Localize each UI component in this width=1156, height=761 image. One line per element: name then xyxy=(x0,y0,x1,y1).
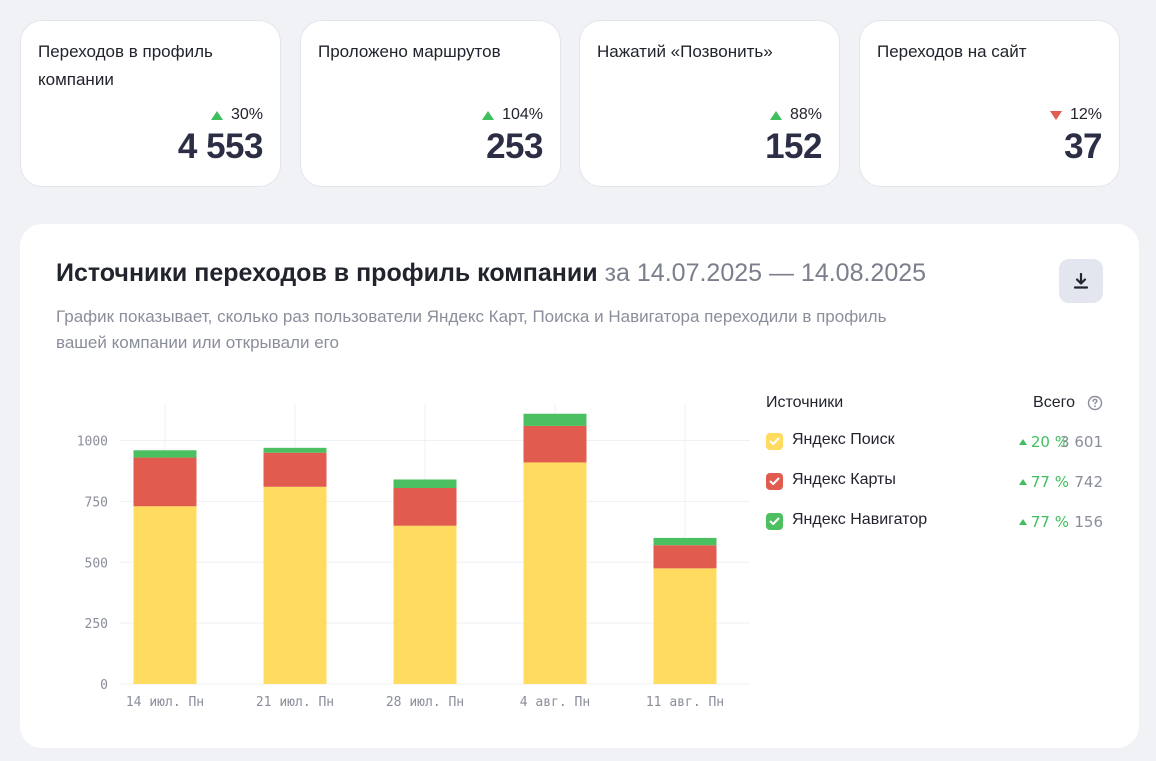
download-button[interactable] xyxy=(1059,259,1103,303)
checkbox-checked-icon[interactable] xyxy=(766,433,783,450)
panel-period: за 14.07.2025 — 14.08.2025 xyxy=(604,259,927,287)
bar-segment xyxy=(133,457,197,507)
stat-delta: 12% xyxy=(1049,106,1102,124)
stat-title: Переходов в профиль компании xyxy=(38,42,213,89)
legend-item-label: Яндекс Навигатор xyxy=(792,511,928,528)
stat-delta-value: 30% xyxy=(230,106,263,123)
legend-item-total: 3 601 xyxy=(1060,433,1103,451)
stat-card-calls[interactable]: Нажатий «Позвонить» 88% 152 xyxy=(579,20,840,187)
trend-up-icon xyxy=(1018,439,1027,445)
bar-segment xyxy=(523,413,587,426)
legend-header-sources: Источники xyxy=(766,394,844,411)
legend-item-total: 156 xyxy=(1074,513,1103,531)
legend-item-label: Яндекс Поиск xyxy=(792,431,895,448)
bar-segment xyxy=(133,506,197,684)
download-icon xyxy=(1073,272,1089,289)
trend-up-icon xyxy=(210,110,223,120)
checkbox-checked-icon[interactable] xyxy=(766,473,783,490)
y-tick-label: 250 xyxy=(85,617,108,632)
legend-item-delta-value: 20 % xyxy=(1030,433,1069,451)
stat-title: Переходов на сайт xyxy=(877,42,1027,61)
stat-delta-value: 88% xyxy=(789,106,822,123)
bar-segment xyxy=(133,450,197,458)
sources-panel: Источники переходов в профиль компании з… xyxy=(20,224,1139,748)
trend-up-icon xyxy=(482,110,495,120)
stat-value: 253 xyxy=(486,127,543,166)
x-tick-label: 21 июл. Пн xyxy=(256,695,334,710)
stat-card-profile-visits[interactable]: Переходов в профиль компании 30% 4 553 xyxy=(20,20,281,187)
legend-item-label: Яндекс Карты xyxy=(792,471,896,488)
legend-item-poisk[interactable]: Яндекс Поиск 20 % 3 601 xyxy=(766,429,1103,453)
legend-item-delta-value: 77 % xyxy=(1030,513,1069,531)
bar-segment xyxy=(523,462,587,684)
stat-delta: 104% xyxy=(482,106,543,124)
stat-delta-value: 104% xyxy=(502,106,543,123)
bar-segment xyxy=(523,425,587,463)
legend-item-delta: 77 % xyxy=(1018,513,1069,531)
x-tick-label: 4 авг. Пн xyxy=(520,695,590,710)
bar-segment xyxy=(653,545,717,569)
checkbox-checked-icon[interactable] xyxy=(766,513,783,530)
bar-segment xyxy=(653,537,717,546)
legend-item-delta-value: 77 % xyxy=(1030,473,1069,491)
stat-title: Проложено маршрутов xyxy=(318,42,501,61)
y-tick-label: 750 xyxy=(85,495,108,510)
trend-up-icon xyxy=(1018,519,1027,525)
question-circle-icon[interactable] xyxy=(1087,395,1103,411)
y-tick-label: 500 xyxy=(85,556,108,571)
legend-item-karty[interactable]: Яндекс Карты 77 % 742 xyxy=(766,469,1103,493)
bar-segment xyxy=(393,525,457,684)
legend-item-navigator[interactable]: Яндекс Навигатор 77 % 156 xyxy=(766,509,1103,533)
trend-up-icon xyxy=(769,110,782,120)
stat-delta-value: 12% xyxy=(1069,106,1102,123)
bar-segment xyxy=(393,488,457,526)
stat-title: Нажатий «Позвонить» xyxy=(597,42,773,61)
stat-delta: 30% xyxy=(210,106,263,124)
legend-header-total: Всего xyxy=(1033,394,1075,411)
legend-item-total: 742 xyxy=(1074,473,1103,491)
stat-card-site-visits[interactable]: Переходов на сайт 12% 37 xyxy=(859,20,1120,187)
stat-delta: 88% xyxy=(769,106,822,124)
bar-segment xyxy=(263,452,327,487)
bar-segment xyxy=(263,447,327,453)
x-tick-label: 11 авг. Пн xyxy=(646,695,724,710)
trend-down-icon xyxy=(1049,110,1062,120)
legend-item-delta: 77 % xyxy=(1018,473,1069,491)
bar-segment xyxy=(393,479,457,488)
panel-title-text: Источники переходов в профиль компании xyxy=(56,259,598,287)
stat-card-routes[interactable]: Проложено маршрутов 104% 253 xyxy=(300,20,561,187)
bar-segment xyxy=(263,486,327,684)
y-tick-label: 0 xyxy=(100,678,108,693)
x-tick-label: 28 июл. Пн xyxy=(386,695,464,710)
stat-value: 4 553 xyxy=(177,127,264,166)
stat-value: 152 xyxy=(765,127,822,166)
legend-item-delta: 20 % xyxy=(1018,433,1069,451)
panel-title: Источники переходов в профиль компании з… xyxy=(56,259,926,288)
sources-chart: 0 250 500 750 1000 14 июл. Пн 21 июл. Пн 28 июл… xyxy=(77,404,750,710)
bar-segment xyxy=(653,568,717,684)
x-tick-label: 14 июл. Пн xyxy=(126,695,204,710)
y-tick-label: 1000 xyxy=(77,435,108,450)
trend-up-icon xyxy=(1018,479,1027,485)
stat-value: 37 xyxy=(1064,127,1102,166)
panel-subtitle: График показывает, сколько раз пользоват… xyxy=(56,307,887,352)
